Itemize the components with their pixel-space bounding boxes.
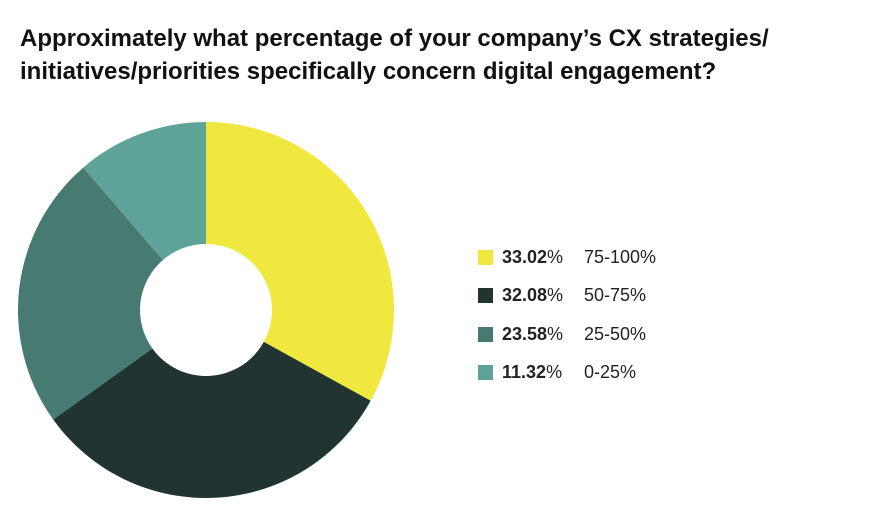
legend-swatch-25-50: [478, 326, 493, 342]
legend-label-50-75: 50-75%: [584, 285, 647, 306]
chart-legend: 33.02% 75-100% 32.08% 50-75% 23.58% 25-5…: [478, 238, 778, 392]
chart-title-line-1: Approximately what percentage of your co…: [20, 25, 769, 52]
legend-item-50-75: 32.08% 50-75%: [478, 277, 778, 316]
legend-swatch-50-75: [478, 288, 493, 304]
chart-title-line-2: initiatives/priorities specifically conc…: [20, 58, 717, 85]
legend-label-0-25: 0-25%: [584, 362, 637, 383]
legend-label-75-100: 75-100%: [584, 246, 657, 267]
legend-item-25-50: 23.58% 25-50%: [478, 315, 778, 354]
legend-swatch-0-25: [478, 365, 493, 381]
legend-swatch-75-100: [478, 249, 493, 265]
donut-slice-0-25: [83, 122, 206, 261]
legend-label-25-50: 25-50%: [584, 323, 647, 344]
donut-slice-75-100: [206, 122, 394, 401]
legend-item-75-100: 33.02% 75-100%: [478, 238, 778, 277]
legend-percent-75-100: 33.02%: [502, 246, 564, 267]
legend-item-0-25: 11.32% 0-25%: [478, 354, 778, 393]
chart-title: Approximately what percentage of your co…: [20, 22, 870, 88]
legend-percent-50-75: 32.08%: [502, 285, 564, 306]
donut-slice-25-50: [18, 167, 163, 420]
legend-percent-0-25: 11.32%: [502, 362, 563, 383]
donut-slice-50-75: [53, 341, 371, 498]
legend-percent-25-50: 23.58%: [502, 323, 564, 344]
